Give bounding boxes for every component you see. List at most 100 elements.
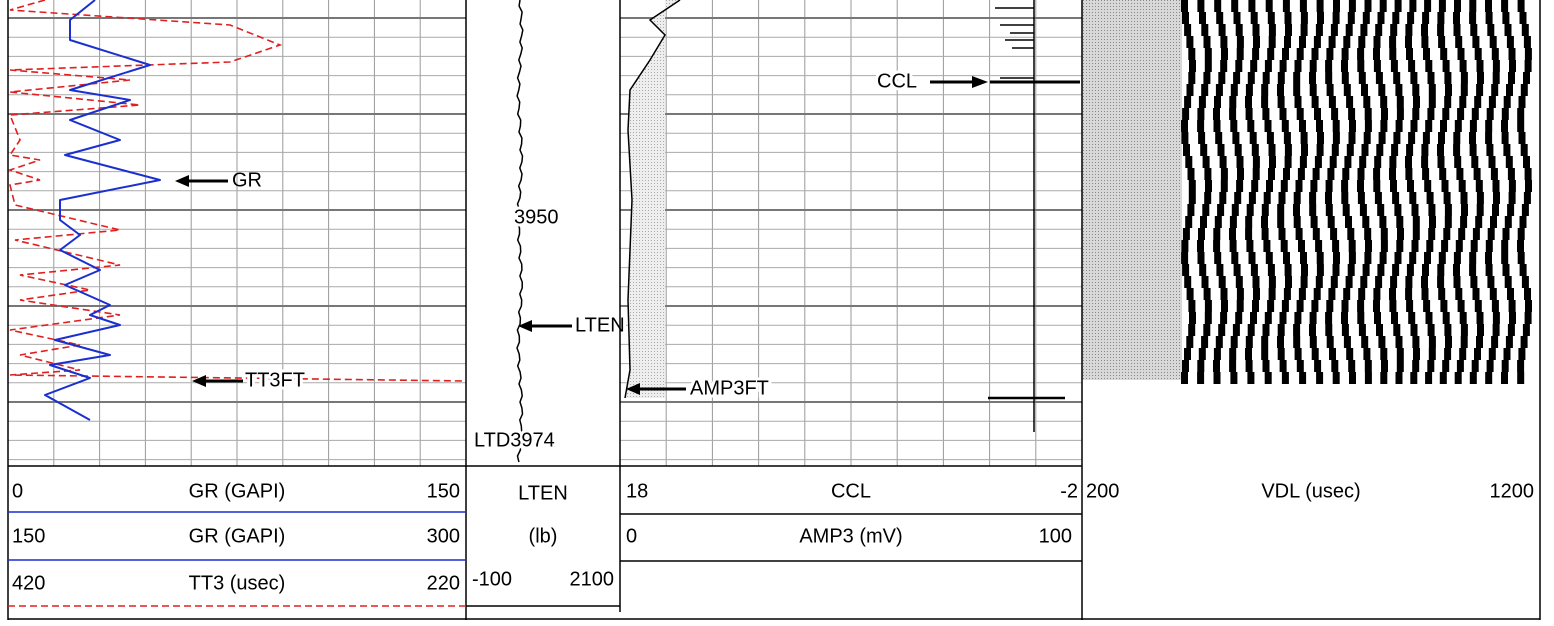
vdl-stripe	[1405, 276, 1413, 288]
vdl-stripe	[1220, 168, 1228, 180]
vdl-stripe	[1316, 252, 1324, 264]
vdl-stripe	[1504, 216, 1512, 228]
vdl-stripe	[1379, 252, 1387, 264]
scale-right: 100	[1039, 525, 1072, 547]
vdl-stripe	[1362, 12, 1370, 24]
vdl-stripe	[1488, 348, 1496, 360]
vdl-stripe	[1343, 336, 1351, 348]
vdl-stripe	[1332, 12, 1340, 24]
vdl-stripe	[1508, 72, 1515, 84]
vdl-stripe	[1342, 204, 1350, 216]
vdl-stripe	[1230, 84, 1238, 96]
vdl-stripe	[1200, 216, 1207, 228]
vdl-stripe	[1347, 12, 1355, 24]
vdl-stripe	[1425, 120, 1433, 132]
vdl-stripe	[1183, 144, 1190, 156]
vdl-stripe	[1523, 192, 1531, 204]
vdl-shade	[1082, 0, 1182, 380]
vdl-stripe	[1197, 372, 1205, 384]
vdl-stripe	[1361, 84, 1368, 96]
vdl-stripe	[1507, 168, 1515, 180]
vdl-stripe	[1504, 24, 1512, 36]
vdl-stripe	[1186, 288, 1194, 300]
vdl-stripe	[1428, 84, 1436, 96]
vdl-stripe	[1426, 240, 1434, 252]
header-frame	[7, 0, 1541, 620]
vdl-stripe	[1301, 264, 1308, 276]
vdl-stripe	[1441, 240, 1449, 252]
vdl-stripe	[1229, 216, 1237, 228]
vdl-stripe	[1263, 192, 1271, 204]
vdl-stripe	[1523, 72, 1530, 84]
vdl-stripe	[1442, 360, 1450, 372]
vdl-stripe	[1470, 240, 1478, 252]
vdl-stripe	[1348, 252, 1356, 264]
vdl-stripe	[1460, 192, 1468, 204]
vdl-stripe	[1459, 96, 1467, 108]
ccl-curve	[988, 0, 1080, 432]
vdl-stripe	[1469, 12, 1477, 24]
vdl-stripe	[1380, 120, 1388, 132]
vdl-stripe	[1438, 0, 1446, 12]
vdl-stripe	[1263, 240, 1271, 252]
vdl-stripe	[1197, 108, 1205, 120]
vdl-stripe	[1185, 156, 1193, 168]
vdl-stripe	[1502, 228, 1510, 240]
vdl-stripe	[1501, 240, 1509, 252]
vdl-stripe	[1213, 120, 1221, 132]
vdl-stripe	[1314, 108, 1321, 120]
vdl-stripe	[1295, 180, 1303, 192]
vdl-stripe	[1378, 132, 1386, 144]
vdl-stripe	[1235, 60, 1243, 72]
vdl-stripe	[1357, 168, 1365, 180]
vdl-stripe	[1216, 12, 1224, 24]
vdl-stripe	[1424, 180, 1432, 192]
vdl-stripe	[1380, 372, 1388, 384]
vdl-stripe	[1395, 84, 1403, 96]
tt3-curve	[7, 0, 466, 382]
vdl-stripe	[1421, 144, 1429, 156]
vdl-stripe	[1284, 144, 1292, 156]
vdl-stripe	[1360, 276, 1368, 288]
vdl-stripe	[1182, 264, 1190, 276]
vdl-stripe	[1233, 12, 1241, 24]
vdl-stripe	[1412, 228, 1420, 240]
vdl-stripe	[1379, 216, 1387, 228]
vdl-stripe	[1477, 72, 1484, 84]
vdl-stripe	[1284, 12, 1292, 24]
vdl-stripe	[1299, 0, 1307, 12]
vdl-stripe	[1198, 96, 1206, 108]
vdl-stripe	[1461, 204, 1468, 216]
vdl-stripe	[1326, 48, 1334, 60]
vdl-stripe	[1251, 180, 1259, 192]
vdl-stripe	[1426, 192, 1434, 204]
vdl-stripe	[1317, 132, 1324, 144]
vdl-stripe	[1357, 180, 1364, 192]
vdl-stripe	[1440, 48, 1448, 60]
vdl-stripe	[1439, 372, 1447, 384]
vdl-stripe	[1507, 204, 1515, 216]
vdl-stripe	[1221, 300, 1228, 312]
vdl-stripe	[1508, 300, 1516, 312]
curve-name: TT3 (usec)	[189, 572, 286, 594]
vdl-stripe	[1314, 156, 1322, 168]
vdl-stripe	[1473, 168, 1481, 180]
vdl-stripe	[1346, 144, 1354, 156]
vdl-stripe	[1278, 228, 1286, 240]
vdl-stripe	[1358, 36, 1366, 48]
vdl-stripe	[1268, 288, 1276, 300]
vdl-stripe	[1405, 156, 1412, 168]
vdl-stripe	[1405, 168, 1413, 180]
vdl-stripe	[1188, 48, 1196, 60]
vdl-stripe	[1279, 60, 1287, 72]
vdl-stripe	[1229, 240, 1237, 252]
vdl-stripe	[1491, 300, 1499, 312]
vdl-stripe	[1471, 156, 1479, 168]
vdl-stripe	[1252, 300, 1259, 312]
vdl-stripe	[1199, 264, 1207, 276]
vdl-stripe	[1250, 264, 1258, 276]
vdl-stripe	[1229, 108, 1237, 120]
scale-right: 300	[427, 525, 460, 547]
lten-curve	[516, 0, 524, 463]
vdl-stripe	[1281, 120, 1289, 132]
